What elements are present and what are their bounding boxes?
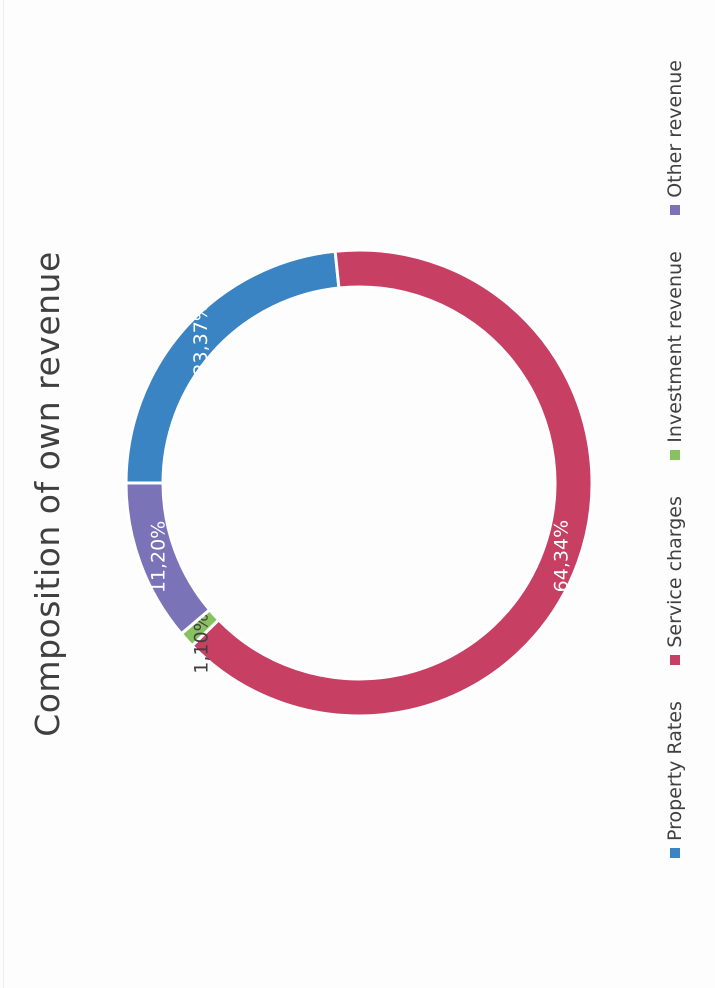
legend-swatch: [670, 654, 680, 665]
donut-slice-other-revenue: [124, 481, 212, 636]
donut-slice-service-charges: [190, 248, 594, 718]
legend-item-service-charges: Service charges: [664, 496, 686, 665]
data-label-investment-revenue: 1,10%: [190, 613, 212, 673]
chart-legend: Property Rates Service charges Investment …: [664, 60, 686, 858]
legend-item-investment-revenue: Investment revenue: [664, 251, 686, 460]
legend-swatch: [670, 848, 680, 858]
legend-swatch: [670, 449, 680, 460]
data-label-service-charges: 64,34%: [551, 520, 573, 592]
legend-label: Property Rates: [664, 701, 686, 841]
legend-label: Investment revenue: [664, 251, 686, 443]
legend-label: Other revenue: [664, 60, 686, 198]
legend-swatch: [670, 204, 680, 215]
scan-edge-mark: [3, 0, 4, 988]
legend-label: Service charges: [664, 496, 686, 648]
legend-item-property-rates: Property Rates: [664, 701, 686, 858]
data-label-other-revenue: 11,20%: [148, 521, 170, 593]
legend-item-other-revenue: Other revenue: [664, 60, 686, 215]
data-label-property-rates: 23,37%: [190, 303, 212, 375]
donut-slice-property-rates: [124, 249, 341, 485]
